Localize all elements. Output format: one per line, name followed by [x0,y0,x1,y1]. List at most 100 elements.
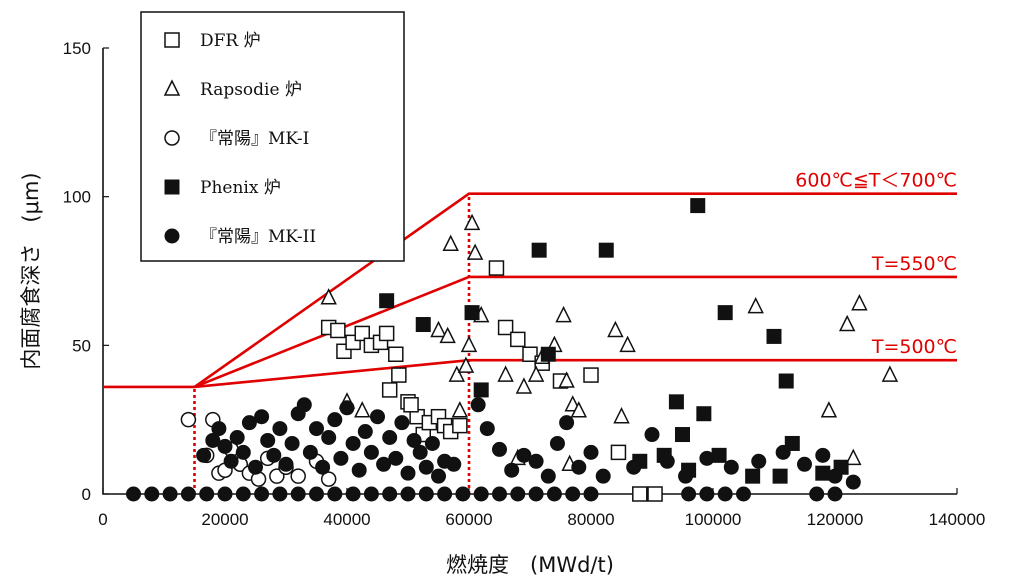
data-point [784,435,800,451]
data-point [827,468,843,484]
temperature-line [194,358,957,389]
data-point [455,486,471,502]
x-tick-label: 60000 [445,510,492,529]
data-point [388,346,404,363]
legend-label: DFR 炉 [200,31,261,51]
data-point [266,447,282,463]
data-point [254,409,270,425]
data-point [699,450,715,466]
data-point [527,365,545,382]
x-axis-label: 燃焼度 (MWd/t) [446,553,614,577]
data-point [555,305,572,323]
data-point [418,459,434,475]
temperature-line [194,275,957,389]
data-point [775,444,791,460]
data-point [463,213,481,231]
y-tick-label: 50 [72,336,91,355]
x-tick-label: 120000 [807,510,864,529]
y-tick-label: 0 [82,485,91,504]
data-point [571,459,587,475]
data-point [415,317,431,333]
data-point [290,486,306,502]
data-point [751,453,767,469]
data-point [162,486,178,502]
x-tick-label: 20000 [201,510,248,529]
data-point [522,346,538,363]
data-point [565,486,581,502]
data-point [180,486,196,502]
data-point [320,471,337,487]
data-point [260,432,276,448]
data-point [126,486,141,502]
legend-marker [164,32,180,48]
data-point [235,444,251,460]
data-point [278,456,294,472]
data-point [431,468,446,484]
data-point [845,474,861,490]
data-point [460,335,478,353]
data-point [406,432,422,448]
data-point [379,293,395,309]
data-point [354,401,371,418]
data-point [223,453,239,469]
x-tick-label: 80000 [567,510,614,529]
data-point [205,432,221,448]
data-point [492,441,507,457]
data-point [211,421,227,437]
data-point [320,288,337,305]
data-point [452,417,468,434]
data-point [549,435,565,451]
data-point [199,486,215,502]
data-point [558,371,575,388]
data-point [290,468,306,484]
data-point [497,365,514,382]
data-point [466,243,484,260]
x-tick-label: 100000 [685,510,742,529]
data-point [659,453,675,469]
data-point [439,326,456,344]
data-point [711,447,727,463]
data-point [845,448,862,466]
data-points [126,198,899,502]
data-point [510,331,526,348]
data-point [327,486,343,502]
data-point [488,260,505,276]
data-point [540,468,556,484]
data-point [772,468,788,484]
data-point [321,430,337,446]
data-point [678,468,694,484]
legend-label: 『常陽』MK-I [200,129,309,149]
data-point [644,427,660,443]
data-point [607,320,624,338]
data-point [235,486,251,502]
data-point [302,444,318,460]
data-point [675,427,690,443]
legend-marker [164,130,180,146]
data-point [382,430,398,446]
data-point [492,486,507,502]
data-point [412,444,428,460]
data-point [309,486,324,502]
data-point [330,322,346,339]
data-point [144,486,160,502]
data-point [229,430,245,446]
data-point [363,486,379,502]
data-point [479,421,495,437]
temperature-line [103,192,957,389]
data-point [394,415,410,431]
data-point [838,314,856,332]
data-point [442,234,459,251]
data-point [613,407,630,424]
data-point [797,456,812,472]
data-point [815,465,831,481]
y-tick-label: 100 [63,188,91,207]
data-point [382,486,398,502]
data-point [180,411,197,428]
data-point [370,409,385,425]
data-point [269,468,285,484]
legend-label: Phenix 炉 [200,178,281,198]
data-point [778,373,794,389]
data-point [528,486,544,502]
data-point [315,459,331,475]
